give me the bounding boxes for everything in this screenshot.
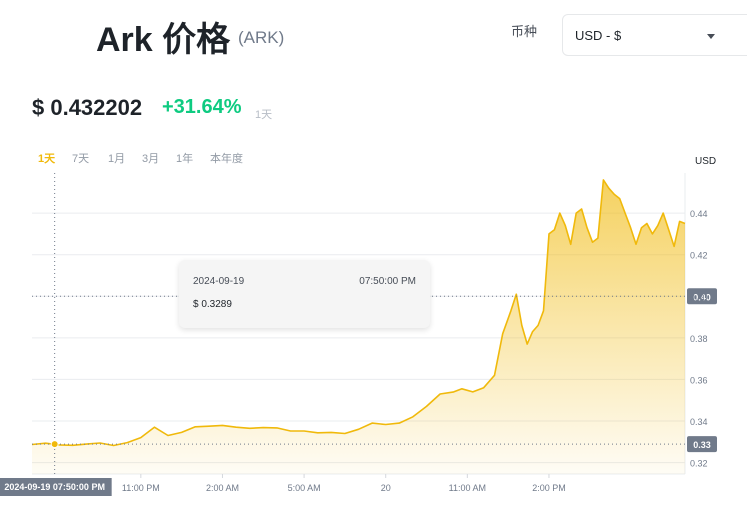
price-tag-label: 0.40 (693, 292, 711, 302)
tooltip-time: 07:50:00 PM (359, 276, 416, 287)
y-tick-label: 0.36 (690, 375, 708, 385)
currency-select-value: USD - $ (575, 28, 622, 43)
price-area (32, 179, 685, 474)
chart-tooltip: 2024-09-19 07:50:00 PM $ 0.3289 (179, 260, 430, 328)
tooltip-date: 2024-09-19 (193, 276, 245, 287)
price-tag-box (687, 288, 717, 305)
coin-symbol: (ARK) (238, 28, 285, 47)
price-line (31, 179, 686, 447)
y-tick-label: 0.42 (690, 251, 708, 261)
y-tick-label: 0.44 (690, 209, 708, 219)
y-tick-label: 0.32 (690, 459, 708, 469)
x-tick-label: 2:00 PM (532, 483, 566, 493)
crosshair-dot (50, 440, 59, 449)
crosshair-x-label: 2024-09-19 07:50:00 PM (4, 482, 105, 492)
y-axis-unit: USD (695, 156, 717, 167)
currency-label: 币种 (511, 24, 538, 39)
price-change-period: 1天 (255, 109, 273, 121)
y-tick-label: 0.38 (690, 334, 708, 344)
crosshair-x-tag (0, 478, 112, 496)
tab-7d[interactable]: 7天 (72, 153, 90, 165)
tab-1m[interactable]: 1月 (108, 153, 126, 165)
tooltip-price: $ 0.3289 (193, 299, 232, 310)
price-change: +31.64% (162, 96, 242, 118)
x-tick-label: 11:00 PM (122, 483, 160, 493)
x-tick-label: 5:00 AM (288, 483, 321, 493)
tab-ytd[interactable]: 本年度 (210, 153, 243, 165)
price-tag-label: 0.33 (693, 440, 711, 450)
price-tag-box (687, 436, 717, 453)
tab-3m[interactable]: 3月 (142, 153, 160, 165)
y-tick-label: 0.34 (690, 417, 708, 427)
current-price: $ 0.432202 (32, 95, 143, 120)
x-tick-label: 2:00 AM (206, 483, 239, 493)
currency-select[interactable]: USD - $ (562, 14, 747, 56)
tab-1y[interactable]: 1年 (176, 153, 194, 165)
tab-1d[interactable]: 1天 (38, 153, 56, 165)
y-tick-label: 0.40 (690, 292, 708, 302)
page-title: Ark 价格 (96, 21, 231, 59)
chevron-down-icon (707, 34, 715, 39)
x-tick-label: 20 (381, 483, 391, 493)
x-tick-label: 11:00 AM (449, 483, 486, 493)
